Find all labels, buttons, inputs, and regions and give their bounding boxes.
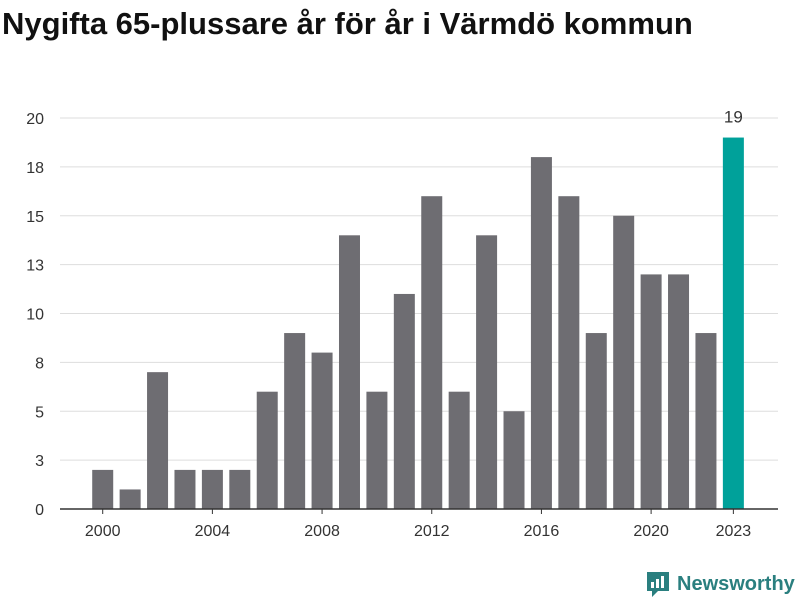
bar-2009	[338, 235, 360, 510]
newsworthy-logo: Newsworthy	[645, 570, 795, 598]
bar-2007	[284, 333, 306, 509]
y-axis-labels: 0 3 5 8 10 13 15 18 20	[26, 111, 44, 519]
x-tick-label: 2020	[633, 523, 669, 540]
bar-2023	[722, 137, 744, 510]
data-labels: 19	[724, 108, 743, 127]
bar-2001	[119, 489, 141, 509]
bar-2003	[174, 469, 196, 509]
bar-2010	[366, 391, 388, 509]
y-tick-label: 15	[26, 209, 44, 226]
bar-2011	[393, 293, 415, 509]
bar-2015	[503, 411, 525, 509]
y-tick-label: 0	[35, 502, 44, 519]
grid-lines	[60, 117, 778, 461]
x-tick-label: 2004	[195, 523, 231, 540]
y-tick-label: 20	[26, 111, 44, 128]
bar-2016	[530, 157, 552, 509]
bar-2021	[668, 274, 690, 509]
bar-2000	[92, 469, 114, 509]
bar-2004	[201, 469, 223, 509]
bar-2008	[311, 352, 333, 509]
y-tick-label: 13	[26, 258, 44, 275]
data-label: 19	[724, 108, 743, 127]
y-tick-label: 10	[26, 307, 44, 324]
bar-2020	[640, 274, 662, 509]
x-axis-labels: 2000 2004 2008 2012 2016 2020 2023	[85, 509, 751, 540]
bar-2022	[695, 333, 717, 509]
chart-title: Nygifta 65-plussare år för år i Värmdö k…	[2, 6, 693, 41]
x-tick-label: 2023	[716, 523, 752, 540]
bar-2014	[476, 235, 498, 510]
x-tick-label: 2016	[524, 523, 560, 540]
y-tick-label: 18	[26, 160, 44, 177]
newsworthy-logo-icon	[647, 572, 669, 597]
x-tick-label: 2008	[304, 523, 340, 540]
y-tick-label: 8	[35, 355, 44, 372]
bar-2006	[256, 391, 278, 509]
bar-2005	[229, 469, 251, 509]
bar-2013	[448, 391, 470, 509]
bars	[60, 137, 778, 510]
bar-2012	[421, 196, 443, 509]
bar-2002	[147, 372, 169, 509]
brand-name: Newsworthy	[677, 572, 795, 595]
bar-2019	[613, 215, 635, 509]
x-tick-label: 2000	[85, 523, 121, 540]
x-tick-label: 2012	[414, 523, 450, 540]
bar-2018	[585, 333, 607, 509]
y-tick-label: 5	[35, 404, 44, 421]
y-tick-label: 3	[35, 453, 44, 470]
bar-2017	[558, 196, 580, 509]
